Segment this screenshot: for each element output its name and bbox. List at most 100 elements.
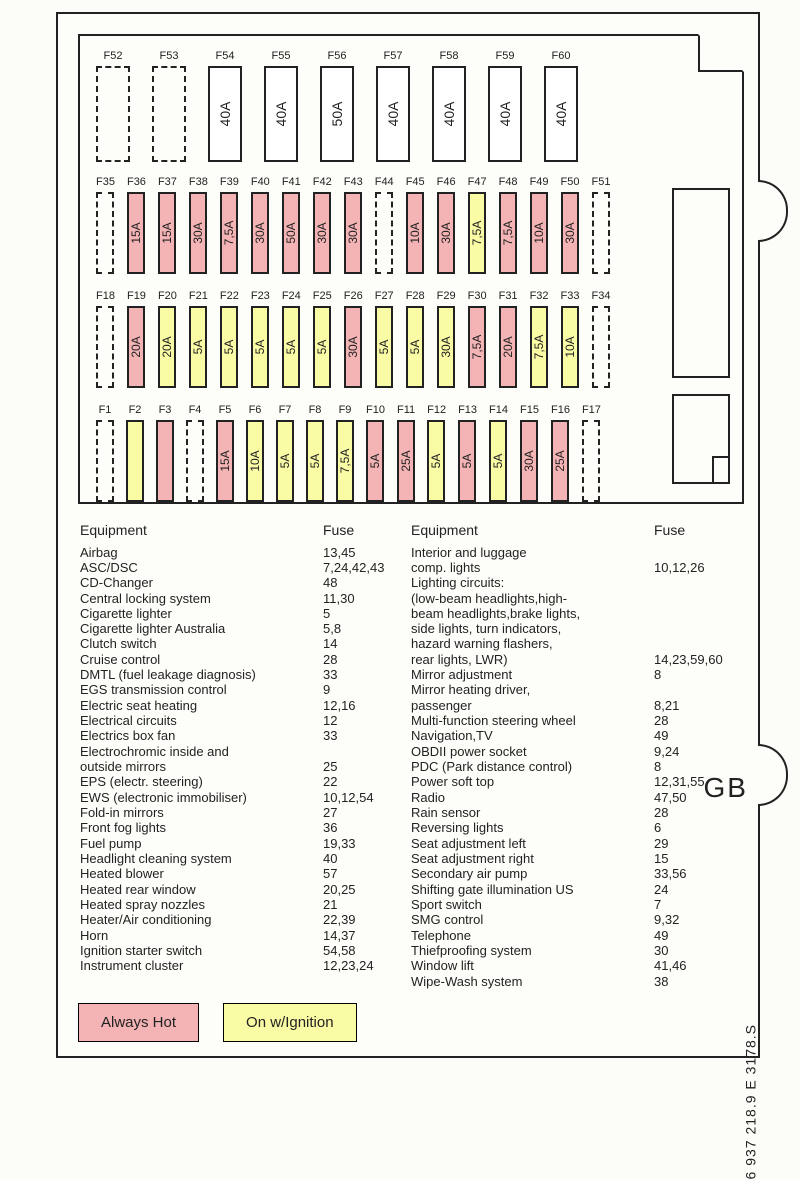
equipment-fuse: 49 — [654, 928, 742, 943]
fuse-header: Fuse — [654, 522, 742, 539]
equipment-name: PDC (Park distance control) — [411, 759, 654, 774]
fuse-box: 5A — [427, 420, 445, 502]
fuse-amperage: 20A — [129, 336, 143, 357]
fuse-slot-F22: F225A — [220, 290, 239, 388]
fuse-slot-F58: F5840A — [432, 50, 466, 162]
fuse-box: 5A — [366, 420, 384, 502]
equipment-name: Interior and luggage — [411, 545, 654, 560]
fuse-box — [582, 420, 600, 502]
legend-always-hot: Always Hot — [78, 1003, 199, 1042]
fuse-slot-F19: F1920A — [127, 290, 146, 388]
fuse-label: F46 — [437, 176, 456, 190]
side-box-1 — [672, 188, 730, 378]
equipment-name: DMTL (fuel leakage diagnosis) — [80, 667, 323, 682]
equipment-name: Front fog lights — [80, 820, 323, 835]
fuse-label: F26 — [344, 290, 363, 304]
equipment-fuse: 54,58 — [323, 943, 411, 958]
fuse-label: F12 — [427, 404, 446, 418]
equipment-fuse: 22,39 — [323, 912, 411, 927]
equipment-name: Electrochromic inside and — [80, 744, 323, 759]
fuse-box: 30A — [251, 192, 269, 274]
fuse-box: 40A — [376, 66, 410, 162]
fuse-amperage: 10A — [408, 222, 422, 243]
fuse-label: F31 — [499, 290, 518, 304]
fuse-amperage: 5A — [429, 454, 443, 469]
equipment-name: Clutch switch — [80, 636, 323, 651]
fuse-slot-F6: F610A — [246, 404, 264, 502]
equipment-fuse: 14,23,59,60 — [654, 652, 742, 667]
fuse-slot-F17: F17 — [582, 404, 601, 502]
equipment-name: CD-Changer — [80, 575, 323, 590]
fuse-label: F18 — [96, 290, 115, 304]
fuse-amperage: 5A — [278, 454, 292, 469]
equipment-header: Equipment — [80, 522, 323, 539]
fuse-slot-F1: F1 — [96, 404, 114, 502]
fuse-amperage: 30A — [563, 222, 577, 243]
fuse-label: F20 — [158, 290, 177, 304]
fuse-slot-F26: F2630A — [344, 290, 363, 388]
fuse-label: F38 — [189, 176, 208, 190]
fuse-amperage: 30A — [315, 222, 329, 243]
fuse-header: Fuse — [323, 522, 411, 539]
fuse-label: F29 — [437, 290, 456, 304]
fuse-slot-F59: F5940A — [488, 50, 522, 162]
fuse-label: F34 — [592, 290, 611, 304]
fuse-amperage: 7,5A — [222, 221, 236, 246]
fuse-box — [126, 420, 144, 502]
fuse-amperage: 40A — [553, 102, 569, 127]
fuse-amperage: 40A — [217, 102, 233, 127]
fuse-label: F27 — [375, 290, 394, 304]
equipment-name: outside mirrors — [80, 759, 323, 774]
fuse-amperage: 20A — [501, 336, 515, 357]
fuse-amperage: 30A — [439, 222, 453, 243]
equipment-name: Thiefproofing system — [411, 943, 654, 958]
fuse-label: F30 — [468, 290, 487, 304]
fuse-row-b: F18F1920AF2020AF215AF225AF235AF245AF255A… — [96, 290, 622, 388]
fuse-slot-F5: F515A — [216, 404, 234, 502]
equipment-name: Instrument cluster — [80, 958, 323, 973]
equipment-name: Electrics box fan — [80, 728, 323, 743]
fuse-label: F2 — [126, 404, 144, 418]
fuse-box — [186, 420, 204, 502]
equipment-name: Electric seat heating — [80, 698, 323, 713]
equipment-fuse — [654, 606, 742, 621]
fuse-slot-F31: F31 20A — [499, 290, 518, 388]
fuse-amperage: 7,5A — [470, 335, 484, 360]
equipment-fuse — [654, 621, 742, 636]
fuse-slot-F57: F5740A — [376, 50, 410, 162]
equipment-col-left: Equipment AirbagASC/DSCCD-ChangerCentral… — [80, 522, 411, 989]
equipment-name: Secondary air pump — [411, 866, 654, 881]
fuse-box — [156, 420, 174, 502]
fuse-slot-F38: F3830A — [189, 176, 208, 274]
fuse-amperage: 40A — [385, 102, 401, 127]
equipment-name: Heater/Air conditioning — [80, 912, 323, 927]
equipment-fuse: 7 — [654, 897, 742, 912]
equipment-fuse: 27 — [323, 805, 411, 820]
equipment-name: Fuel pump — [80, 836, 323, 851]
fuse-amperage: 5A — [460, 454, 474, 469]
fuse-label: F8 — [306, 404, 324, 418]
fuse-slot-F15: F1530A — [520, 404, 539, 502]
fuse-box: 5A — [489, 420, 507, 502]
equipment-name: EGS transmission control — [80, 682, 323, 697]
fuse-box: 7,5A — [336, 420, 354, 502]
equipment-name: Horn — [80, 928, 323, 943]
fuse-label: F40 — [251, 176, 270, 190]
fuse-slot-F29: F2930A — [437, 290, 456, 388]
equipment-name: ASC/DSC — [80, 560, 323, 575]
fuse-amperage: 25A — [553, 450, 567, 471]
fuse-amperage: 15A — [160, 222, 174, 243]
equipment-name: Heated rear window — [80, 882, 323, 897]
fuse-box: 5A — [282, 306, 300, 388]
fuse-amperage: 5A — [308, 454, 322, 469]
equipment-fuse: 33,56 — [654, 866, 742, 881]
fuse-amperage: 10A — [563, 336, 577, 357]
panel-notch — [698, 34, 744, 72]
fuse-box: 10A — [561, 306, 579, 388]
equipment-fuse: 20,25 — [323, 882, 411, 897]
fuse-amperage: 20A — [160, 336, 174, 357]
equipment-name: EPS (electr. steering) — [80, 774, 323, 789]
equipment-fuse: 5,8 — [323, 621, 411, 636]
equipment-name: Power soft top — [411, 774, 654, 789]
fuse-label: F7 — [276, 404, 294, 418]
